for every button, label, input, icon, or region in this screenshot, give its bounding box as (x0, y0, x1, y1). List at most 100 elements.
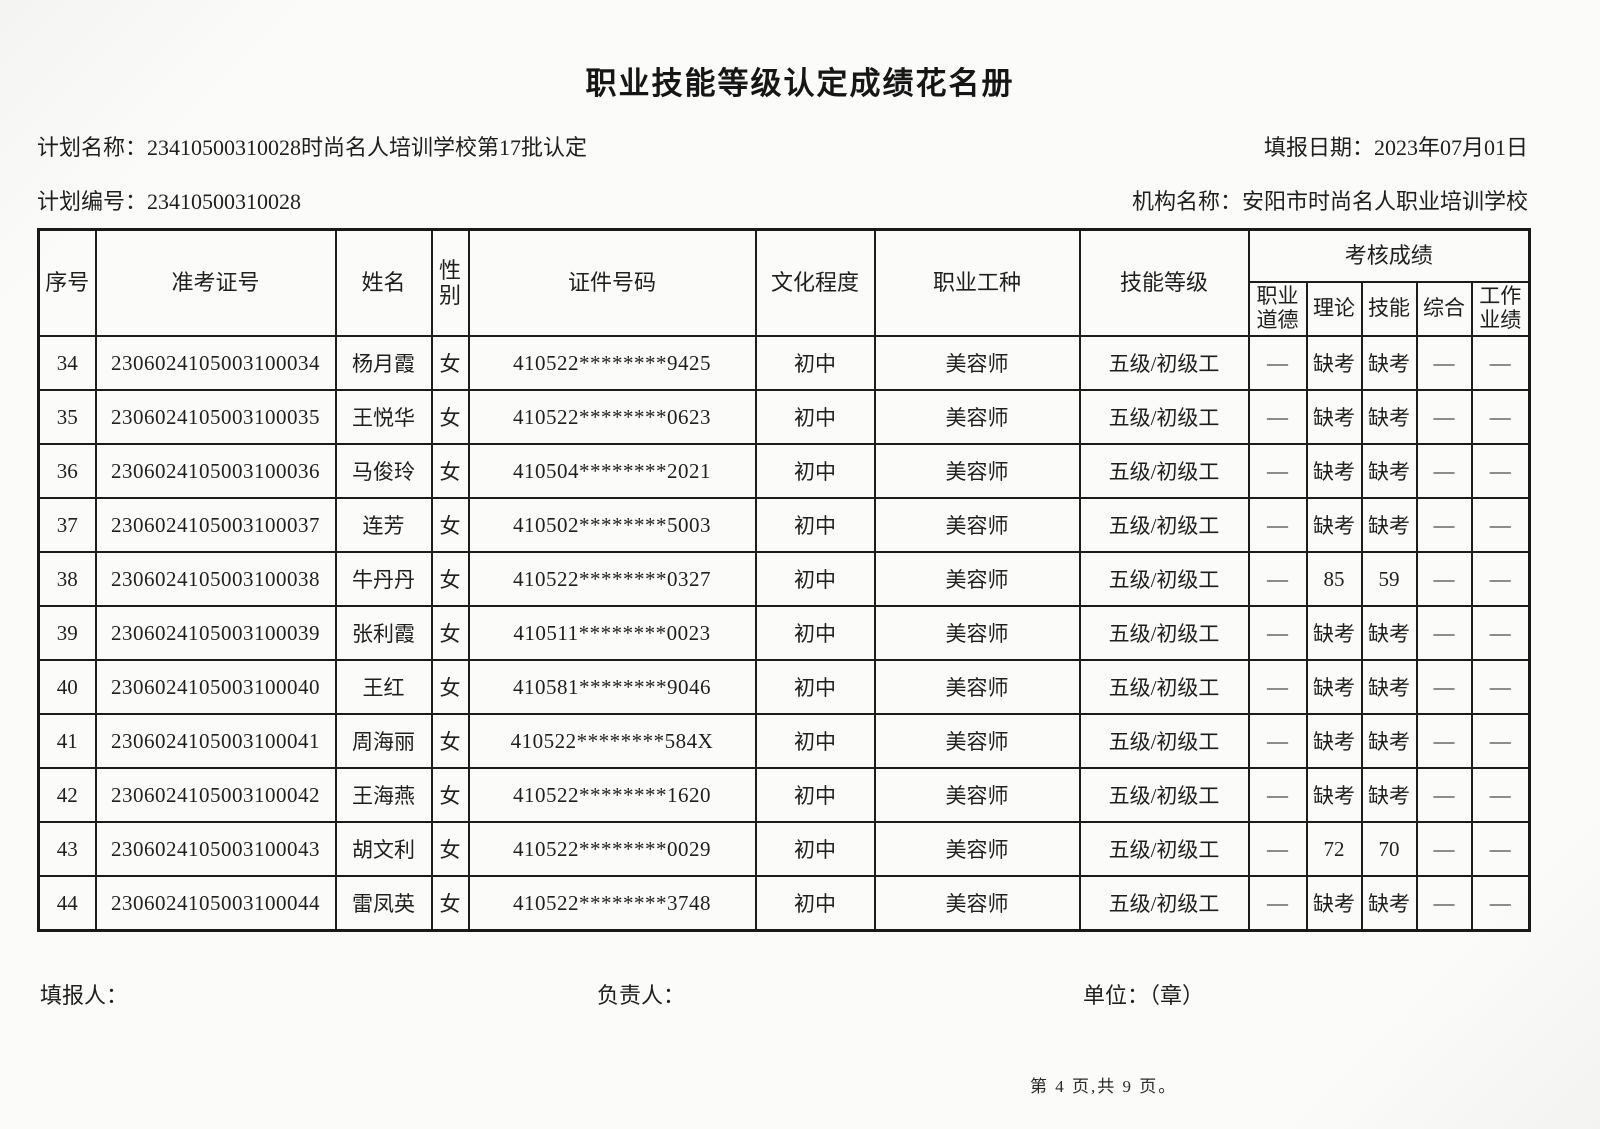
plan-name-value: 23410500310028时尚名人培训学校第17批认定 (147, 135, 588, 160)
meta-row-1: 计划名称：23410500310028时尚名人培训学校第17批认定 填报日期：2… (37, 130, 1528, 160)
cell-gender: 女 (430, 875, 470, 932)
table-row: 37 2306024105003100037 连芳女 410502********50… (37, 497, 1531, 553)
cell-idno: 410522********3748 (467, 875, 757, 932)
cell-education: 初中 (754, 497, 876, 553)
cell-ethics: — (1247, 551, 1308, 607)
cell-seq: 36 (37, 443, 97, 499)
table-body: 34 2306024105003100034 杨月霞女 410522********9… (37, 335, 1531, 932)
header-ethics: 职业道德 (1247, 281, 1308, 337)
cell-name: 牛丹丹 (334, 551, 433, 607)
cell-skill: 缺考 (1360, 659, 1418, 715)
header-education: 文化程度 (754, 228, 876, 337)
cell-theory: 缺考 (1305, 335, 1363, 391)
cell-idno: 410522********584X (467, 713, 757, 769)
header-comprehensive: 综合 (1415, 281, 1473, 337)
org-name-value: 安阳市时尚名人职业培训学校 (1241, 189, 1528, 214)
cell-occupation: 美容师 (873, 335, 1081, 391)
org-name: 机构名称：安阳市时尚名人职业培训学校 (1132, 184, 1528, 216)
header-gender: 性别 (430, 228, 470, 337)
cell-theory: 缺考 (1305, 497, 1363, 553)
table-row: 36 2306024105003100036 马俊玲女 410504********2… (37, 443, 1531, 499)
cell-skill-level: 五级/初级工 (1078, 443, 1250, 499)
cell-skill: 缺考 (1360, 713, 1418, 769)
cell-gender: 女 (430, 821, 470, 877)
cell-theory: 缺考 (1305, 713, 1363, 769)
cell-gender: 女 (430, 713, 470, 769)
cell-skill: 70 (1360, 821, 1418, 877)
cell-comprehensive: — (1415, 875, 1473, 932)
cell-idno: 410522********0623 (467, 389, 757, 445)
cell-work-performance: — (1470, 551, 1531, 607)
cell-education: 初中 (754, 821, 876, 877)
cell-seq: 44 (37, 875, 97, 932)
cell-ethics: — (1247, 497, 1308, 553)
table-header: 序号 准考证号 姓名 性别 证件号码 文化程度 职业工种 技能等级 考核成绩 职… (37, 228, 1531, 337)
cell-occupation: 美容师 (873, 875, 1081, 932)
cell-seq: 43 (37, 821, 97, 877)
cell-skill-level: 五级/初级工 (1078, 821, 1250, 877)
plan-no: 计划编号：23410500310028 (37, 184, 301, 216)
cell-seq: 35 (37, 389, 97, 445)
cell-skill: 59 (1360, 551, 1418, 607)
cell-work-performance: — (1470, 875, 1531, 932)
cell-skill-level: 五级/初级工 (1078, 875, 1250, 932)
cell-work-performance: — (1470, 389, 1531, 445)
org-name-label: 机构名称： (1131, 189, 1242, 214)
cell-work-performance: — (1470, 767, 1531, 823)
cell-work-performance: — (1470, 605, 1531, 661)
cell-name: 周海丽 (334, 713, 433, 769)
cell-occupation: 美容师 (873, 551, 1081, 607)
cell-seq: 34 (37, 335, 97, 391)
cell-idno: 410511********0023 (467, 605, 757, 661)
cell-seq: 42 (37, 767, 97, 823)
cell-occupation: 美容师 (873, 767, 1081, 823)
cell-skill: 缺考 (1360, 443, 1418, 499)
cell-seq: 39 (37, 605, 97, 661)
header-score-group: 考核成绩 (1247, 228, 1531, 283)
cell-ethics: — (1247, 713, 1308, 769)
cell-ethics: — (1247, 875, 1308, 932)
cell-education: 初中 (754, 389, 876, 445)
cell-seq: 41 (37, 713, 97, 769)
cell-name: 胡文利 (334, 821, 433, 877)
cell-examno: 2306024105003100043 (94, 821, 337, 877)
cell-ethics: — (1247, 821, 1308, 877)
cell-comprehensive: — (1415, 659, 1473, 715)
cell-skill-level: 五级/初级工 (1078, 497, 1250, 553)
cell-skill-level: 五级/初级工 (1078, 659, 1250, 715)
cell-work-performance: — (1470, 497, 1531, 553)
cell-education: 初中 (754, 443, 876, 499)
cell-gender: 女 (430, 497, 470, 553)
cell-gender: 女 (430, 767, 470, 823)
cell-idno: 410522********0327 (467, 551, 757, 607)
footer: 填报人： 负责人： 单位：（章） (0, 978, 1600, 1008)
cell-ethics: — (1247, 443, 1308, 499)
cell-theory: 缺考 (1305, 659, 1363, 715)
cell-gender: 女 (430, 389, 470, 445)
cell-ethics: — (1247, 335, 1308, 391)
table-row: 42 2306024105003100042 王海燕女 410522********1… (37, 767, 1531, 823)
cell-education: 初中 (754, 335, 876, 391)
table-row: 34 2306024105003100034 杨月霞女 410522********9… (37, 335, 1531, 391)
cell-ethics: — (1247, 605, 1308, 661)
cell-name: 雷凤英 (334, 875, 433, 932)
cell-name: 连芳 (334, 497, 433, 553)
header-occupation: 职业工种 (873, 228, 1081, 337)
cell-name: 马俊玲 (334, 443, 433, 499)
cell-work-performance: — (1470, 335, 1531, 391)
report-date: 填报日期：2023年07月01日 (1264, 130, 1528, 162)
cell-skill-level: 五级/初级工 (1078, 335, 1250, 391)
plan-name-label: 计划名称： (37, 135, 148, 160)
table-row: 43 2306024105003100043 胡文利女 410522********0… (37, 821, 1531, 877)
cell-name: 张利霞 (334, 605, 433, 661)
cell-theory: 72 (1305, 821, 1363, 877)
cell-skill-level: 五级/初级工 (1078, 389, 1250, 445)
cell-idno: 410581********9046 (467, 659, 757, 715)
table-row: 38 2306024105003100038 牛丹丹女 410522********0… (37, 551, 1531, 607)
cell-examno: 2306024105003100038 (94, 551, 337, 607)
cell-theory: 缺考 (1305, 605, 1363, 661)
cell-occupation: 美容师 (873, 389, 1081, 445)
cell-examno: 2306024105003100035 (94, 389, 337, 445)
cell-comprehensive: — (1415, 767, 1473, 823)
cell-work-performance: — (1470, 713, 1531, 769)
